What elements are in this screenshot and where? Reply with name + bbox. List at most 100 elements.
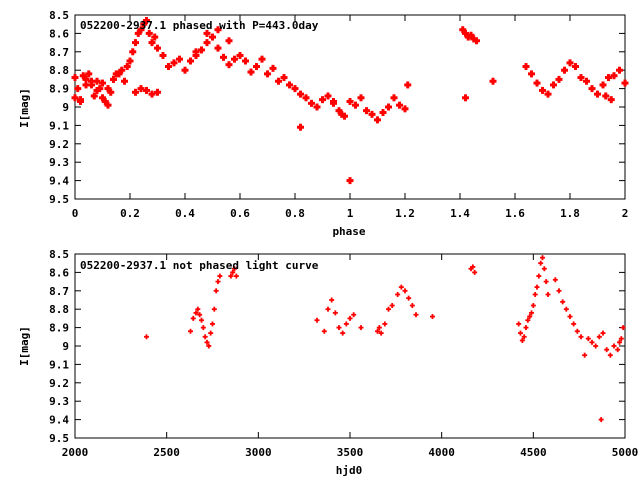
unphased-chart: 8.5 8.6 8.7 8.8 8.9 9 9.1 9.2 9.3 9.4 9.5 2000 2500… [18,248,638,477]
data-point [202,334,208,340]
data-point [376,325,382,331]
data-point [324,92,332,100]
data-point [297,90,304,98]
y-tick-label: 9.2 [49,377,69,390]
data-point [159,51,167,59]
y-tick-label: 8.6 [49,27,69,40]
data-point [269,64,277,72]
data-point [225,61,233,69]
data-point [585,336,591,342]
data-point [358,325,364,331]
x-tick-label: 0.4 [175,207,195,220]
data-point [598,417,604,423]
data-point [195,306,201,312]
data-point [211,306,217,312]
data-point [137,85,145,93]
data-point [148,39,156,47]
phased-x-ticks: 0 0.2 0.4 0.6 0.8 1 1.2 1.4 1.6 1.8 2 [72,15,628,220]
data-point [368,110,376,118]
data-point [203,29,211,37]
unphased-x-ticks: 2000 2500 3000 3500 4000 4500 5000 [62,254,638,459]
data-point [217,273,223,279]
data-point [600,330,606,336]
data-point [329,297,335,303]
data-point [556,288,562,294]
data-point [104,101,112,109]
data-point [132,39,139,47]
data-point [545,291,551,297]
y-tick-label: 9.1 [49,358,69,371]
data-point [126,57,134,65]
data-point [538,260,544,266]
unphased-x-axis-label: hjd0 [336,464,363,477]
data-point [93,86,101,94]
data-point [561,66,568,74]
data-point [210,321,215,327]
data-point [233,273,239,279]
data-point [253,63,260,71]
data-point [332,310,338,316]
data-point [618,336,624,342]
y-tick-label: 9.3 [49,395,69,408]
x-tick-label: 1.6 [505,207,525,220]
data-point [209,33,216,41]
x-tick-label: 1 [347,207,354,220]
data-point [390,94,398,102]
data-point [529,310,534,316]
phased-chart-title: 052200-2937.1 phased with P=443.0day [80,19,319,32]
data-point [363,107,370,115]
x-tick-label: 1.2 [395,207,415,220]
data-point [313,103,321,111]
data-point [540,255,545,261]
data-point [401,105,409,113]
data-point [264,70,271,78]
y-tick-label: 9.4 [49,175,69,188]
data-point [396,101,403,109]
data-point [379,109,387,117]
data-point [151,33,159,41]
data-point [599,81,607,89]
y-tick-label: 9.5 [49,432,69,445]
data-point [382,321,388,327]
data-point [258,55,266,63]
x-tick-label: 3000 [245,446,272,459]
data-point [199,317,204,323]
data-point [204,339,210,345]
data-point [519,337,525,343]
data-point [181,66,189,74]
data-point [615,347,621,353]
data-point [398,284,404,290]
data-point [132,88,139,96]
data-point [220,53,227,61]
data-point [144,334,149,340]
data-point [118,66,126,74]
y-tick-label: 8.9 [49,322,69,335]
y-tick-label: 8.7 [49,46,69,59]
data-point [275,77,282,85]
data-point [343,321,349,327]
x-tick-label: 2500 [153,446,180,459]
data-point [104,85,112,93]
data-point [539,86,546,94]
data-point [541,266,547,272]
x-tick-label: 4000 [428,446,455,459]
data-point [347,315,353,321]
data-point [236,51,244,59]
data-point [190,315,196,321]
data-point [187,57,194,65]
data-point [563,306,569,312]
y-tick-label: 9.3 [49,156,69,169]
data-point [319,96,326,104]
x-tick-label: 2000 [62,446,89,459]
y-tick-label: 8.5 [49,9,69,22]
data-point [472,269,478,275]
data-point [242,57,249,65]
data-point [409,303,415,309]
phased-chart: 8.58.68.78.88.999.19.29.39.49.5 0 0.2 0.4 0… [18,9,629,238]
data-point [225,37,233,45]
data-point [203,39,211,47]
data-point [228,273,234,279]
x-tick-label: 0.8 [285,207,305,220]
data-point [588,85,596,93]
